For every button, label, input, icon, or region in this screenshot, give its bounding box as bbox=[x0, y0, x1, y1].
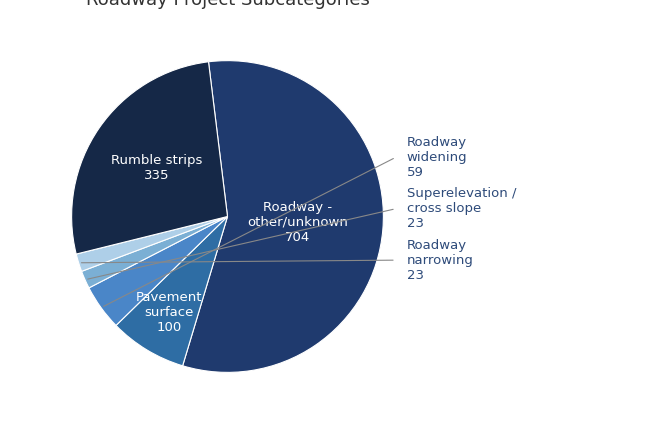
Wedge shape bbox=[116, 216, 228, 366]
Text: Rumble strips
335: Rumble strips 335 bbox=[111, 154, 203, 182]
Title: Roadway Project Subcategories: Roadway Project Subcategories bbox=[86, 0, 369, 9]
Text: Roadway -
other/unknown
704: Roadway - other/unknown 704 bbox=[247, 201, 348, 244]
Text: Roadway
narrowing
23: Roadway narrowing 23 bbox=[407, 239, 474, 281]
Wedge shape bbox=[76, 216, 228, 271]
Wedge shape bbox=[72, 62, 228, 254]
Wedge shape bbox=[89, 216, 228, 326]
Wedge shape bbox=[82, 216, 228, 288]
Wedge shape bbox=[183, 61, 384, 372]
Text: Roadway
widening
59: Roadway widening 59 bbox=[407, 136, 467, 179]
Text: Pavement
surface
100: Pavement surface 100 bbox=[136, 291, 203, 334]
Text: Superelevation /
cross slope
23: Superelevation / cross slope 23 bbox=[407, 187, 516, 230]
